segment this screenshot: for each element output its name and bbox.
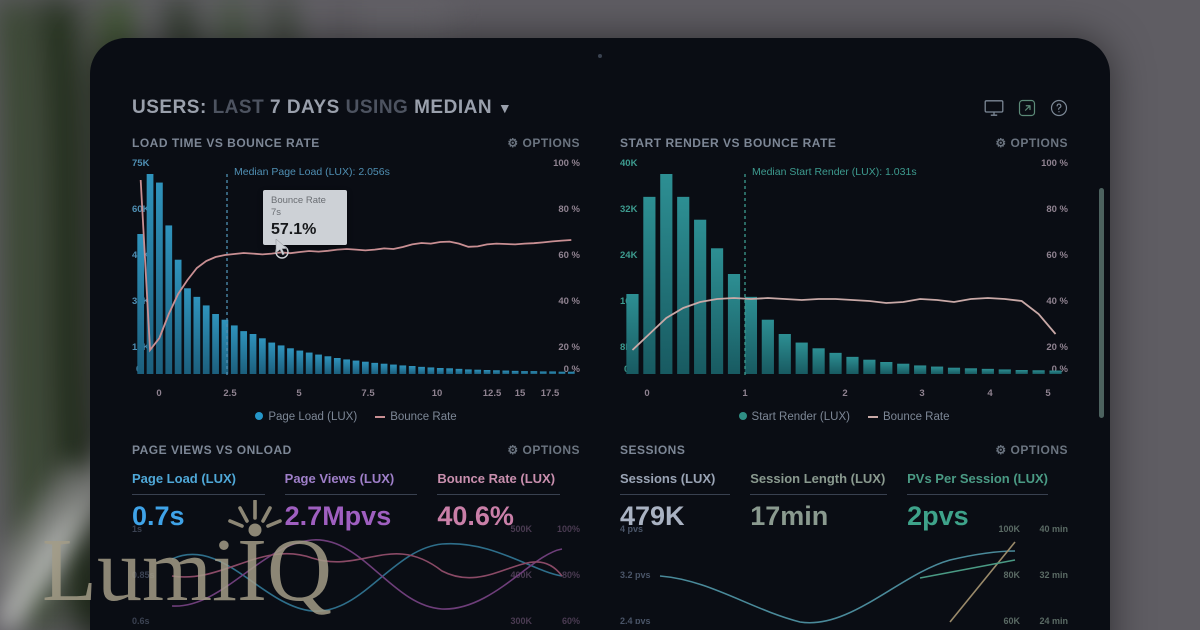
svg-text:100 %: 100 % bbox=[1041, 158, 1068, 169]
svg-text:40 %: 40 % bbox=[558, 296, 580, 307]
svg-text:80 %: 80 % bbox=[558, 204, 580, 215]
svg-text:40 min: 40 min bbox=[1039, 524, 1068, 534]
svg-text:100 %: 100 % bbox=[553, 158, 580, 169]
svg-text:LumiIQ: LumiIQ bbox=[42, 521, 332, 620]
svg-text:80K: 80K bbox=[1003, 570, 1020, 580]
svg-text:2: 2 bbox=[842, 388, 847, 399]
svg-text:500K: 500K bbox=[510, 524, 532, 534]
svg-text:32K: 32K bbox=[620, 204, 638, 215]
svg-text:Median Start Render (LUX): 1.0: Median Start Render (LUX): 1.031s bbox=[752, 166, 917, 178]
svg-text:80 %: 80 % bbox=[1046, 204, 1068, 215]
svg-text:3.2 pvs: 3.2 pvs bbox=[620, 570, 651, 580]
svg-text:60 %: 60 % bbox=[558, 250, 580, 261]
svg-text:2.5: 2.5 bbox=[223, 388, 237, 399]
svg-text:12.5: 12.5 bbox=[483, 388, 502, 399]
svg-text:60%: 60% bbox=[562, 616, 580, 624]
svg-text:3: 3 bbox=[919, 388, 924, 399]
svg-text:40 %: 40 % bbox=[1046, 296, 1068, 307]
svg-text:40K: 40K bbox=[620, 158, 638, 169]
svg-text:10: 10 bbox=[432, 388, 443, 399]
svg-text:300K: 300K bbox=[510, 616, 532, 624]
svg-text:15: 15 bbox=[515, 388, 526, 399]
svg-text:0: 0 bbox=[644, 388, 649, 399]
svg-text:60 %: 60 % bbox=[1046, 250, 1068, 261]
svg-text:7.5: 7.5 bbox=[361, 388, 375, 399]
svg-text:2.4 pvs: 2.4 pvs bbox=[620, 616, 651, 624]
svg-text:5: 5 bbox=[296, 388, 302, 399]
svg-text:75K: 75K bbox=[132, 158, 150, 169]
svg-text:1: 1 bbox=[742, 388, 748, 399]
svg-text:100K: 100K bbox=[998, 524, 1020, 534]
svg-text:4 pvs: 4 pvs bbox=[620, 524, 643, 534]
svg-text:80%: 80% bbox=[562, 570, 580, 580]
svg-text:5: 5 bbox=[1045, 388, 1051, 399]
svg-text:100%: 100% bbox=[557, 524, 580, 534]
svg-text:24K: 24K bbox=[620, 250, 638, 261]
svg-text:20 %: 20 % bbox=[1046, 342, 1068, 353]
svg-text:60K: 60K bbox=[1003, 616, 1020, 624]
svg-text:Median Page Load (LUX): 2.056s: Median Page Load (LUX): 2.056s bbox=[234, 166, 390, 178]
svg-text:20 %: 20 % bbox=[558, 342, 580, 353]
svg-text:0: 0 bbox=[156, 388, 161, 399]
svg-text:32 min: 32 min bbox=[1039, 570, 1068, 580]
svg-text:24 min: 24 min bbox=[1039, 616, 1068, 624]
svg-text:4: 4 bbox=[987, 388, 993, 399]
svg-text:17.5: 17.5 bbox=[541, 388, 560, 399]
